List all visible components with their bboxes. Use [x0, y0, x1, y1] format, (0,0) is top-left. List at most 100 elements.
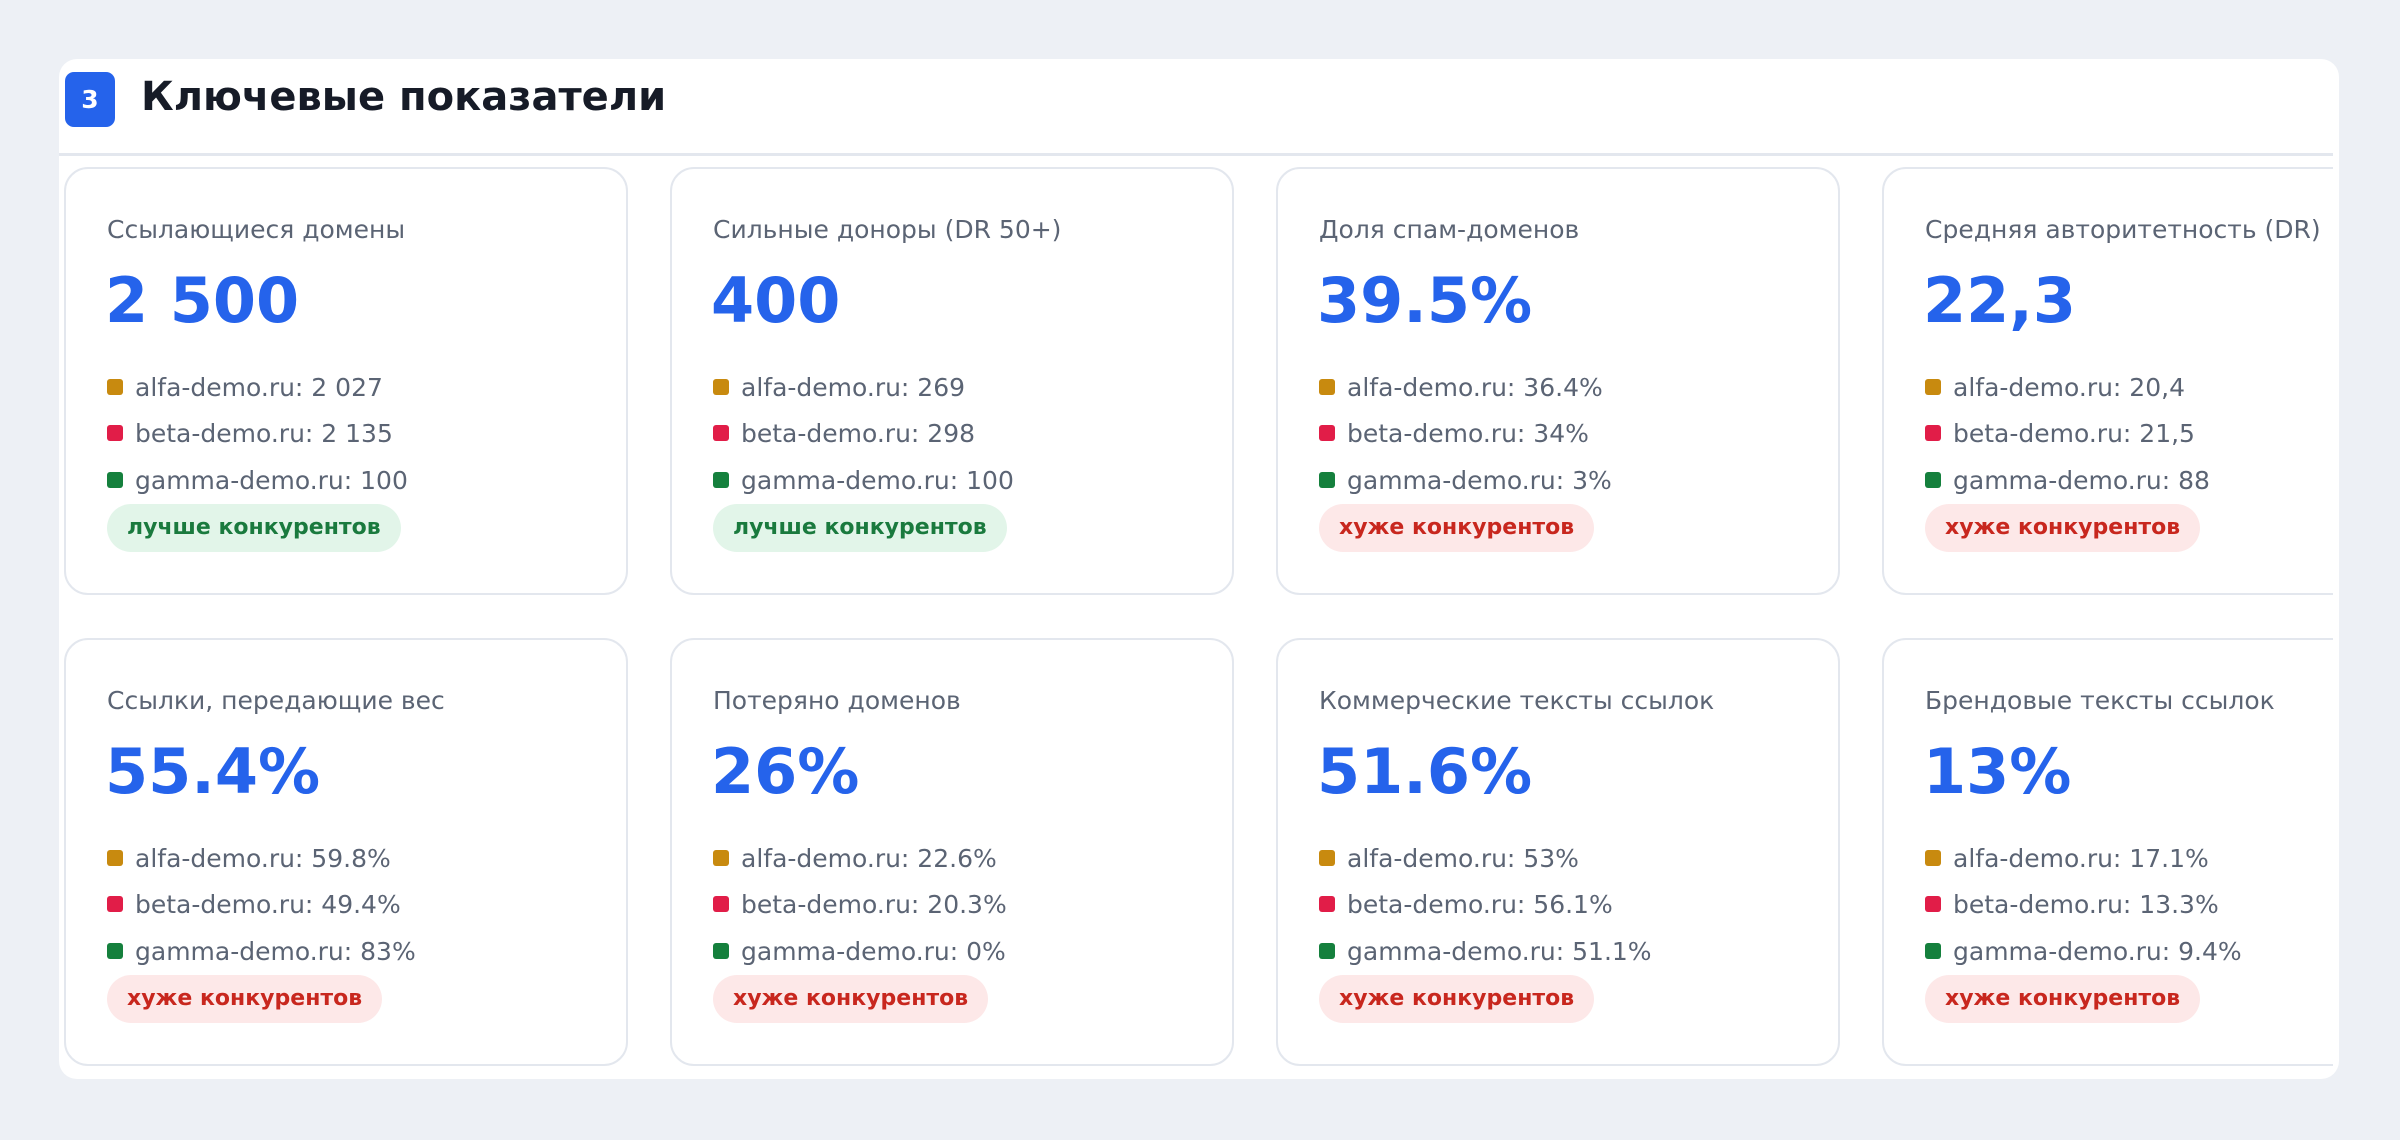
legend-dot-beta [1925, 896, 1941, 912]
comparison-status-badge: хуже конкурентов [1319, 504, 1595, 552]
competitor-value: alfa-demo.ru: 17.1% [1953, 844, 2209, 873]
comparison-status-badge: хуже конкурентов [713, 975, 989, 1023]
competitor-value: beta-demo.ru: 2 135 [135, 419, 393, 448]
competitor-row-beta: beta-demo.ru: 20.3% [713, 889, 1007, 921]
competitor-value: alfa-demo.ru: 269 [741, 373, 966, 402]
legend-dot-gamma [1319, 472, 1335, 488]
legend-dot-beta [1925, 425, 1941, 441]
legend-dot-gamma [713, 472, 729, 488]
legend-dot-alfa [1925, 850, 1941, 866]
comparison-status-badge: лучше конкурентов [107, 504, 401, 552]
competitor-value: beta-demo.ru: 20.3% [741, 890, 1007, 919]
metric-value: 2 500 [105, 264, 300, 337]
competitor-row-gamma: gamma-demo.ru: 100 [713, 465, 1014, 497]
competitor-value: gamma-demo.ru: 51.1% [1347, 937, 1652, 966]
competitor-value: gamma-demo.ru: 3% [1347, 466, 1612, 495]
competitor-row-alfa: alfa-demo.ru: 53% [1319, 843, 1579, 875]
competitor-value: alfa-demo.ru: 53% [1347, 844, 1579, 873]
metric-label: Коммерческие тексты ссылок [1319, 686, 1715, 715]
metric-card: Коммерческие тексты ссылок 51.6% alfa-demo… [1276, 638, 1840, 1066]
competitor-row-beta: beta-demo.ru: 298 [713, 418, 975, 450]
competitor-value: beta-demo.ru: 49.4% [135, 890, 401, 919]
metric-card: Ссылки, передающие вес 55.4% alfa-demo.ru:… [64, 638, 628, 1066]
competitor-value: gamma-demo.ru: 0% [741, 937, 1006, 966]
legend-dot-alfa [713, 379, 729, 395]
metric-label: Сильные доноры (DR 50+) [713, 215, 1062, 244]
competitor-row-alfa: alfa-demo.ru: 59.8% [107, 843, 391, 875]
comparison-status-badge: хуже конкурентов [1319, 975, 1595, 1023]
competitor-row-gamma: gamma-demo.ru: 9.4% [1925, 936, 2242, 968]
key-metrics-section: 3 Ключевые показатели Ссылающиеся домены… [59, 59, 2339, 1079]
metric-value: 13% [1923, 735, 2072, 808]
metric-label: Ссылки, передающие вес [107, 686, 445, 715]
legend-dot-gamma [107, 472, 123, 488]
legend-dot-gamma [107, 943, 123, 959]
metric-card: Ссылающиеся домены 2 500 alfa-demo.ru: 2 0… [64, 167, 628, 595]
competitor-value: beta-demo.ru: 56.1% [1347, 890, 1613, 919]
competitor-value: alfa-demo.ru: 59.8% [135, 844, 391, 873]
metric-value: 51.6% [1317, 735, 1533, 808]
metric-label: Ссылающиеся домены [107, 215, 406, 244]
metric-value: 400 [711, 264, 841, 337]
metric-label: Доля спам-доменов [1319, 215, 1580, 244]
competitor-row-gamma: gamma-demo.ru: 83% [107, 936, 416, 968]
competitor-value: beta-demo.ru: 13.3% [1953, 890, 2219, 919]
competitor-row-alfa: alfa-demo.ru: 17.1% [1925, 843, 2209, 875]
legend-dot-beta [713, 425, 729, 441]
legend-dot-alfa [107, 850, 123, 866]
competitor-row-beta: beta-demo.ru: 49.4% [107, 889, 401, 921]
competitor-row-alfa: alfa-demo.ru: 22.6% [713, 843, 997, 875]
comparison-status-badge: хуже конкурентов [107, 975, 383, 1023]
metric-card: Брендовые тексты ссылок 13% alfa-demo.ru: … [1882, 638, 2333, 1066]
competitor-value: alfa-demo.ru: 20,4 [1953, 373, 2185, 402]
competitor-row-alfa: alfa-demo.ru: 269 [713, 372, 965, 404]
comparison-status-badge: хуже конкурентов [1925, 504, 2201, 552]
legend-dot-beta [713, 896, 729, 912]
competitor-value: gamma-demo.ru: 100 [135, 466, 408, 495]
legend-dot-alfa [1319, 850, 1335, 866]
competitor-value: gamma-demo.ru: 88 [1953, 466, 2210, 495]
competitor-row-gamma: gamma-demo.ru: 88 [1925, 465, 2210, 497]
competitor-value: alfa-demo.ru: 36.4% [1347, 373, 1603, 402]
competitor-value: gamma-demo.ru: 9.4% [1953, 937, 2242, 966]
metric-value: 39.5% [1317, 264, 1533, 337]
competitor-value: gamma-demo.ru: 100 [741, 466, 1014, 495]
legend-dot-beta [1319, 896, 1335, 912]
competitor-row-gamma: gamma-demo.ru: 0% [713, 936, 1006, 968]
section-header: 3 Ключевые показатели [59, 59, 2333, 156]
metric-label: Средняя авторитетность (DR) [1925, 215, 2321, 244]
metric-value: 55.4% [105, 735, 321, 808]
legend-dot-gamma [1319, 943, 1335, 959]
legend-dot-beta [1319, 425, 1335, 441]
legend-dot-alfa [107, 379, 123, 395]
section-title: Ключевые показатели [141, 74, 667, 120]
section-number-badge: 3 [65, 72, 115, 127]
legend-dot-gamma [1925, 943, 1941, 959]
legend-dot-gamma [1925, 472, 1941, 488]
metric-value: 26% [711, 735, 860, 808]
competitor-row-alfa: alfa-demo.ru: 20,4 [1925, 372, 2185, 404]
metric-value: 22,3 [1923, 264, 2076, 337]
competitor-row-gamma: gamma-demo.ru: 3% [1319, 465, 1612, 497]
competitor-row-beta: beta-demo.ru: 13.3% [1925, 889, 2219, 921]
metric-card: Средняя авторитетность (DR) 22,3 alfa-demo… [1882, 167, 2333, 595]
metrics-grid: Ссылающиеся домены 2 500 alfa-demo.ru: 2 0… [59, 167, 2333, 1079]
metric-card: Доля спам-доменов 39.5% alfa-demo.ru: 36.4… [1276, 167, 1840, 595]
competitor-row-beta: beta-demo.ru: 56.1% [1319, 889, 1613, 921]
metric-label: Брендовые тексты ссылок [1925, 686, 2275, 715]
competitor-value: gamma-demo.ru: 83% [135, 937, 416, 966]
legend-dot-gamma [713, 943, 729, 959]
competitor-value: alfa-demo.ru: 22.6% [741, 844, 997, 873]
comparison-status-badge: хуже конкурентов [1925, 975, 2201, 1023]
competitor-row-alfa: alfa-demo.ru: 36.4% [1319, 372, 1603, 404]
legend-dot-alfa [1925, 379, 1941, 395]
legend-dot-alfa [713, 850, 729, 866]
legend-dot-beta [107, 896, 123, 912]
metric-card: Сильные доноры (DR 50+) 400 alfa-demo.ru: … [670, 167, 1234, 595]
competitor-value: beta-demo.ru: 34% [1347, 419, 1589, 448]
competitor-row-gamma: gamma-demo.ru: 100 [107, 465, 408, 497]
competitor-value: beta-demo.ru: 298 [741, 419, 976, 448]
competitor-value: alfa-demo.ru: 2 027 [135, 373, 383, 402]
metric-card: Потеряно доменов 26% alfa-demo.ru: 22.6% be… [670, 638, 1234, 1066]
legend-dot-beta [107, 425, 123, 441]
